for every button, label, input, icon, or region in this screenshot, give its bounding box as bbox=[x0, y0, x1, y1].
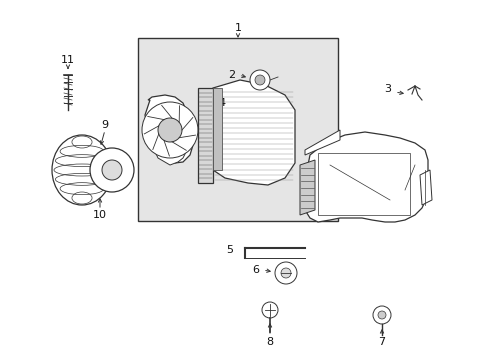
Polygon shape bbox=[198, 88, 213, 183]
Circle shape bbox=[249, 70, 269, 90]
Circle shape bbox=[254, 75, 264, 85]
Text: 10: 10 bbox=[93, 210, 107, 220]
Circle shape bbox=[377, 311, 385, 319]
Ellipse shape bbox=[52, 135, 112, 205]
Text: 5: 5 bbox=[226, 245, 233, 255]
Text: 7: 7 bbox=[378, 337, 385, 347]
Polygon shape bbox=[213, 80, 294, 185]
Circle shape bbox=[158, 118, 182, 142]
Polygon shape bbox=[419, 170, 431, 205]
Text: 1: 1 bbox=[234, 23, 241, 33]
Circle shape bbox=[274, 262, 296, 284]
Text: 6: 6 bbox=[252, 265, 259, 275]
Text: 8: 8 bbox=[266, 337, 273, 347]
Circle shape bbox=[262, 302, 278, 318]
Polygon shape bbox=[213, 88, 222, 170]
Text: 3: 3 bbox=[384, 84, 391, 94]
Polygon shape bbox=[303, 132, 427, 222]
Bar bbox=[138, 38, 337, 221]
Circle shape bbox=[142, 102, 198, 158]
Polygon shape bbox=[145, 118, 187, 165]
Circle shape bbox=[281, 268, 290, 278]
Circle shape bbox=[372, 306, 390, 324]
Text: 11: 11 bbox=[61, 55, 75, 65]
Polygon shape bbox=[299, 160, 314, 215]
Circle shape bbox=[102, 160, 122, 180]
Text: 4: 4 bbox=[218, 98, 225, 108]
Circle shape bbox=[90, 148, 134, 192]
Polygon shape bbox=[305, 130, 339, 155]
Polygon shape bbox=[145, 95, 193, 163]
Text: 2: 2 bbox=[228, 70, 235, 80]
Text: 9: 9 bbox=[101, 120, 108, 130]
